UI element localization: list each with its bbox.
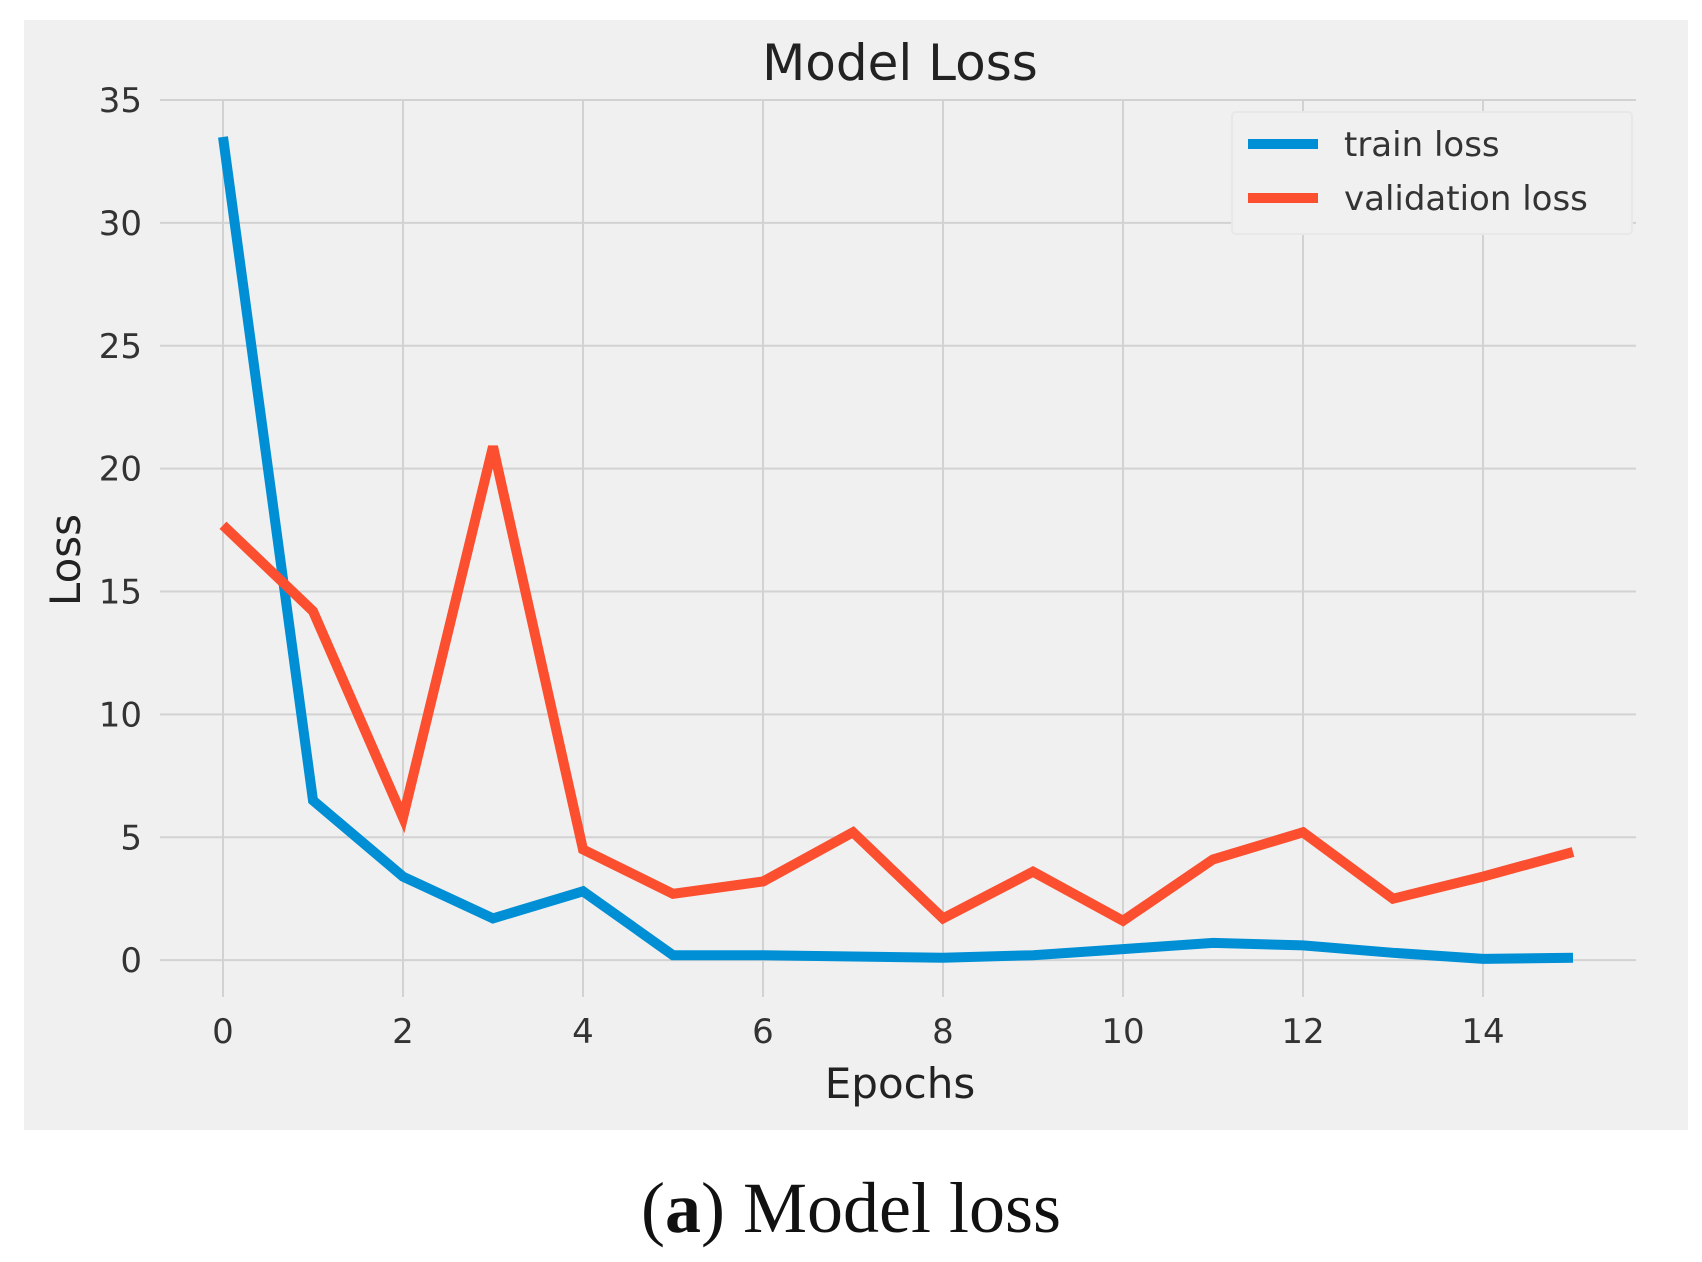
y-tick-label-25: 25 — [99, 327, 142, 367]
legend: train loss validation loss — [1231, 111, 1633, 235]
x-tick-label-0: 0 — [212, 1012, 234, 1052]
legend-label-validation-loss: validation loss — [1344, 179, 1588, 219]
chart-title: Model Loss — [762, 34, 1038, 92]
grid — [160, 99, 1636, 997]
figure-caption: (a) Model loss — [641, 1168, 1061, 1248]
x-tick-label-6: 6 — [752, 1012, 774, 1052]
caption-label: a — [665, 1168, 701, 1248]
caption-text: Model loss — [725, 1168, 1061, 1248]
x-axis-label: Epochs — [825, 1059, 976, 1108]
y-tick-label-15: 15 — [99, 573, 142, 613]
y-tick-label-10: 10 — [99, 695, 142, 735]
x-tick-label-8: 8 — [932, 1012, 954, 1052]
y-tick-label-30: 30 — [99, 204, 142, 244]
x-tick-label-14: 14 — [1461, 1012, 1504, 1052]
caption-close-paren: ) — [701, 1168, 725, 1248]
tick-labels: 0 2 4 6 8 10 12 14 0 5 10 15 20 25 30 35 — [99, 81, 1505, 1052]
x-tick-label-4: 4 — [572, 1012, 594, 1052]
y-tick-label-35: 35 — [99, 81, 142, 121]
y-tick-label-5: 5 — [120, 818, 142, 858]
x-tick-label-12: 12 — [1281, 1012, 1324, 1052]
x-tick-label-2: 2 — [392, 1012, 414, 1052]
series-lines — [218, 136, 1575, 964]
y-tick-label-0: 0 — [120, 941, 142, 981]
legend-label-train-loss: train loss — [1344, 125, 1500, 165]
series-line-validation-loss — [219, 445, 1575, 927]
series-line-train-loss — [218, 136, 1574, 964]
x-tick-label-10: 10 — [1101, 1012, 1144, 1052]
y-axis-label: Loss — [41, 514, 90, 606]
legend-frame — [1231, 111, 1633, 235]
caption-open-paren: ( — [641, 1168, 665, 1248]
y-tick-label-20: 20 — [99, 450, 142, 490]
